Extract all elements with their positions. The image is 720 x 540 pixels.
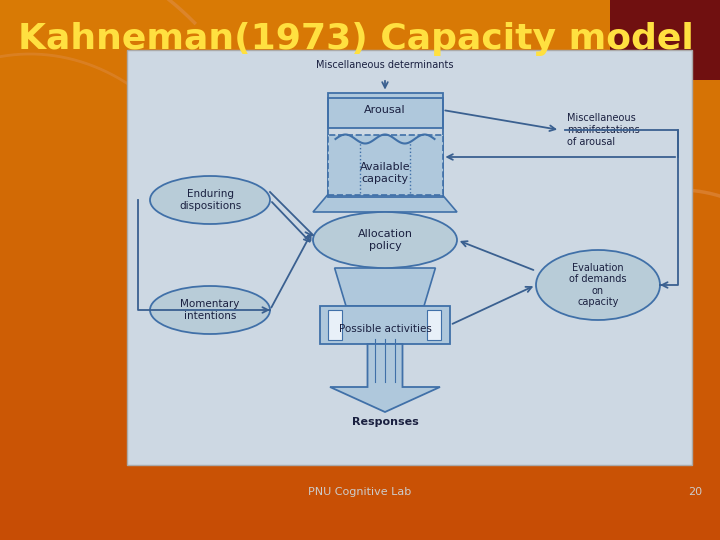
Polygon shape: [0, 360, 720, 370]
Polygon shape: [0, 140, 720, 150]
Polygon shape: [0, 430, 720, 440]
Polygon shape: [0, 240, 720, 250]
Polygon shape: [0, 110, 720, 120]
Text: PNU Cognitive Lab: PNU Cognitive Lab: [308, 487, 412, 497]
Polygon shape: [0, 170, 720, 180]
Polygon shape: [313, 195, 457, 212]
Polygon shape: [0, 10, 720, 20]
Polygon shape: [0, 200, 720, 210]
Text: Available
capacity: Available capacity: [360, 162, 410, 184]
Polygon shape: [0, 310, 720, 320]
Polygon shape: [0, 100, 720, 110]
FancyBboxPatch shape: [320, 306, 450, 344]
Text: Miscellaneous
manifestations
of arousal: Miscellaneous manifestations of arousal: [567, 113, 640, 146]
Polygon shape: [0, 490, 720, 500]
Polygon shape: [0, 190, 720, 200]
Polygon shape: [0, 330, 720, 340]
Polygon shape: [0, 150, 720, 160]
Polygon shape: [0, 50, 720, 60]
Polygon shape: [0, 160, 720, 170]
Ellipse shape: [150, 286, 270, 334]
Polygon shape: [0, 460, 720, 470]
Polygon shape: [0, 210, 720, 220]
Text: Arousal: Arousal: [364, 105, 406, 115]
Polygon shape: [610, 0, 720, 80]
Polygon shape: [0, 120, 720, 130]
Ellipse shape: [313, 212, 457, 268]
Text: Evaluation
of demands
on
capacity: Evaluation of demands on capacity: [570, 262, 626, 307]
Polygon shape: [0, 400, 720, 410]
Polygon shape: [0, 260, 720, 270]
Polygon shape: [0, 380, 720, 390]
Polygon shape: [0, 280, 720, 290]
Polygon shape: [0, 80, 720, 90]
Polygon shape: [0, 300, 720, 310]
Text: Enduring
dispositions: Enduring dispositions: [179, 189, 241, 211]
Polygon shape: [0, 530, 720, 540]
Polygon shape: [0, 290, 720, 300]
Polygon shape: [0, 230, 720, 240]
Text: Kahneman(1973) Capacity model: Kahneman(1973) Capacity model: [18, 22, 694, 56]
Polygon shape: [0, 180, 720, 190]
Polygon shape: [0, 130, 720, 140]
Polygon shape: [0, 250, 720, 260]
Polygon shape: [0, 90, 720, 100]
Polygon shape: [0, 60, 720, 70]
Polygon shape: [0, 340, 720, 350]
Polygon shape: [0, 270, 720, 280]
Polygon shape: [0, 30, 720, 40]
Polygon shape: [330, 344, 440, 412]
Polygon shape: [0, 220, 720, 230]
Polygon shape: [335, 268, 436, 306]
Polygon shape: [0, 450, 720, 460]
Polygon shape: [0, 320, 720, 330]
Text: Responses: Responses: [351, 417, 418, 427]
Polygon shape: [0, 0, 720, 10]
Polygon shape: [0, 480, 720, 490]
Ellipse shape: [536, 250, 660, 320]
Polygon shape: [0, 390, 720, 400]
Polygon shape: [0, 420, 720, 430]
Polygon shape: [0, 470, 720, 480]
Ellipse shape: [150, 176, 270, 224]
Polygon shape: [0, 40, 720, 50]
FancyBboxPatch shape: [328, 310, 342, 340]
Polygon shape: [0, 410, 720, 420]
Text: Allocation
policy: Allocation policy: [358, 229, 413, 251]
Polygon shape: [0, 370, 720, 380]
FancyBboxPatch shape: [127, 50, 692, 465]
Polygon shape: [0, 500, 720, 510]
Polygon shape: [0, 350, 720, 360]
Text: Momentary
intentions: Momentary intentions: [180, 299, 240, 321]
FancyBboxPatch shape: [328, 92, 443, 127]
Polygon shape: [0, 440, 720, 450]
FancyBboxPatch shape: [427, 310, 441, 340]
Polygon shape: [0, 70, 720, 80]
Polygon shape: [0, 520, 720, 530]
Text: 20: 20: [688, 487, 702, 497]
Polygon shape: [0, 510, 720, 520]
Text: Miscellaneous determinants: Miscellaneous determinants: [316, 60, 454, 70]
FancyBboxPatch shape: [328, 135, 443, 195]
Text: Possible activities: Possible activities: [338, 324, 431, 334]
Polygon shape: [0, 20, 720, 30]
